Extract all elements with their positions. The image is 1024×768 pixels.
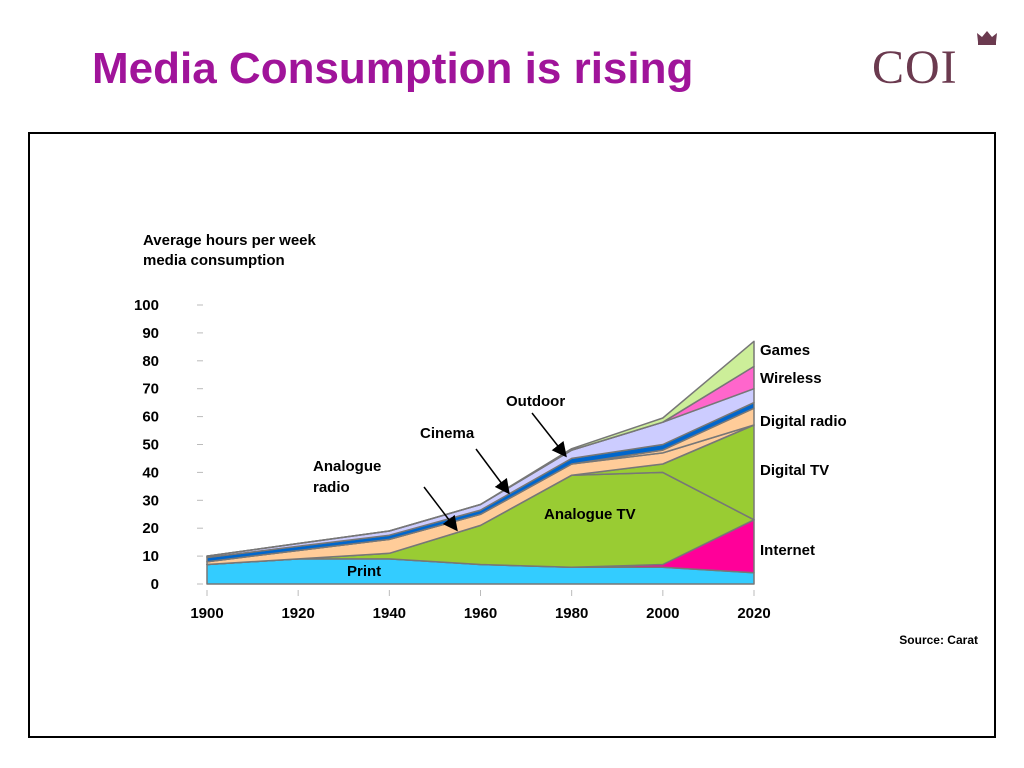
y-tick-label: 60	[142, 409, 159, 426]
y-tick-label: 90	[142, 325, 159, 342]
series-labels: Games Wireless Digital radio Digital TV …	[313, 342, 978, 647]
label-cinema: Cinema	[420, 425, 475, 442]
slide-title: Media Consumption is rising	[92, 44, 694, 93]
annotation-arrows	[423, 412, 567, 532]
x-axis: 1900 1920 1940 1960 1980 2000 2020	[190, 590, 771, 622]
y-tick-label: 20	[142, 520, 159, 537]
label-internet: Internet	[760, 542, 815, 559]
label-digital-radio: Digital radio	[760, 413, 847, 430]
y-tick-label: 30	[142, 492, 159, 509]
x-tick-label: 1940	[373, 605, 406, 622]
x-tick-label: 1960	[464, 605, 497, 622]
label-print: Print	[347, 563, 381, 580]
x-tick-label: 2020	[737, 605, 770, 622]
label-outdoor: Outdoor	[506, 393, 565, 410]
x-tick-label: 1980	[555, 605, 588, 622]
area-games	[206, 340, 755, 557]
y-tick-label: 40	[142, 464, 159, 481]
x-tick-label: 2000	[646, 605, 679, 622]
label-analogue-radio-line-1: Analogue	[313, 458, 381, 475]
y-tick-label: 50	[142, 437, 159, 454]
label-wireless: Wireless	[760, 370, 822, 387]
arrow-outdoor	[531, 412, 567, 458]
series-areas	[206, 340, 755, 585]
y-tick-label: 70	[142, 381, 159, 398]
chart-frame	[28, 132, 996, 738]
source-note: Source: Carat	[899, 633, 978, 647]
crown-icon	[977, 31, 997, 45]
y-axis-label-line-1: Average hours per week	[143, 232, 317, 249]
x-tick-label: 1920	[281, 605, 314, 622]
y-tick-label: 10	[142, 548, 159, 565]
label-digital-tv: Digital TV	[760, 462, 829, 479]
label-analogue-tv: Analogue TV	[544, 506, 636, 523]
coi-logo: COI	[872, 31, 1002, 100]
y-axis-label-line-2: media consumption	[143, 252, 285, 269]
logo-text: COI	[872, 41, 958, 94]
y-axis: 0 10 20 30 40 50 60 70 80 90 100	[134, 297, 203, 593]
x-tick-label: 1900	[190, 605, 223, 622]
label-games: Games	[760, 342, 810, 359]
label-analogue-radio-line-2: radio	[313, 479, 350, 496]
y-tick-label: 100	[134, 297, 159, 314]
y-axis-label: Average hours per week media consumption	[143, 232, 317, 269]
arrow-cinema	[475, 448, 510, 495]
y-tick-label: 0	[151, 576, 159, 593]
y-tick-label: 80	[142, 353, 159, 370]
arrow-analogue-radio	[423, 486, 458, 532]
